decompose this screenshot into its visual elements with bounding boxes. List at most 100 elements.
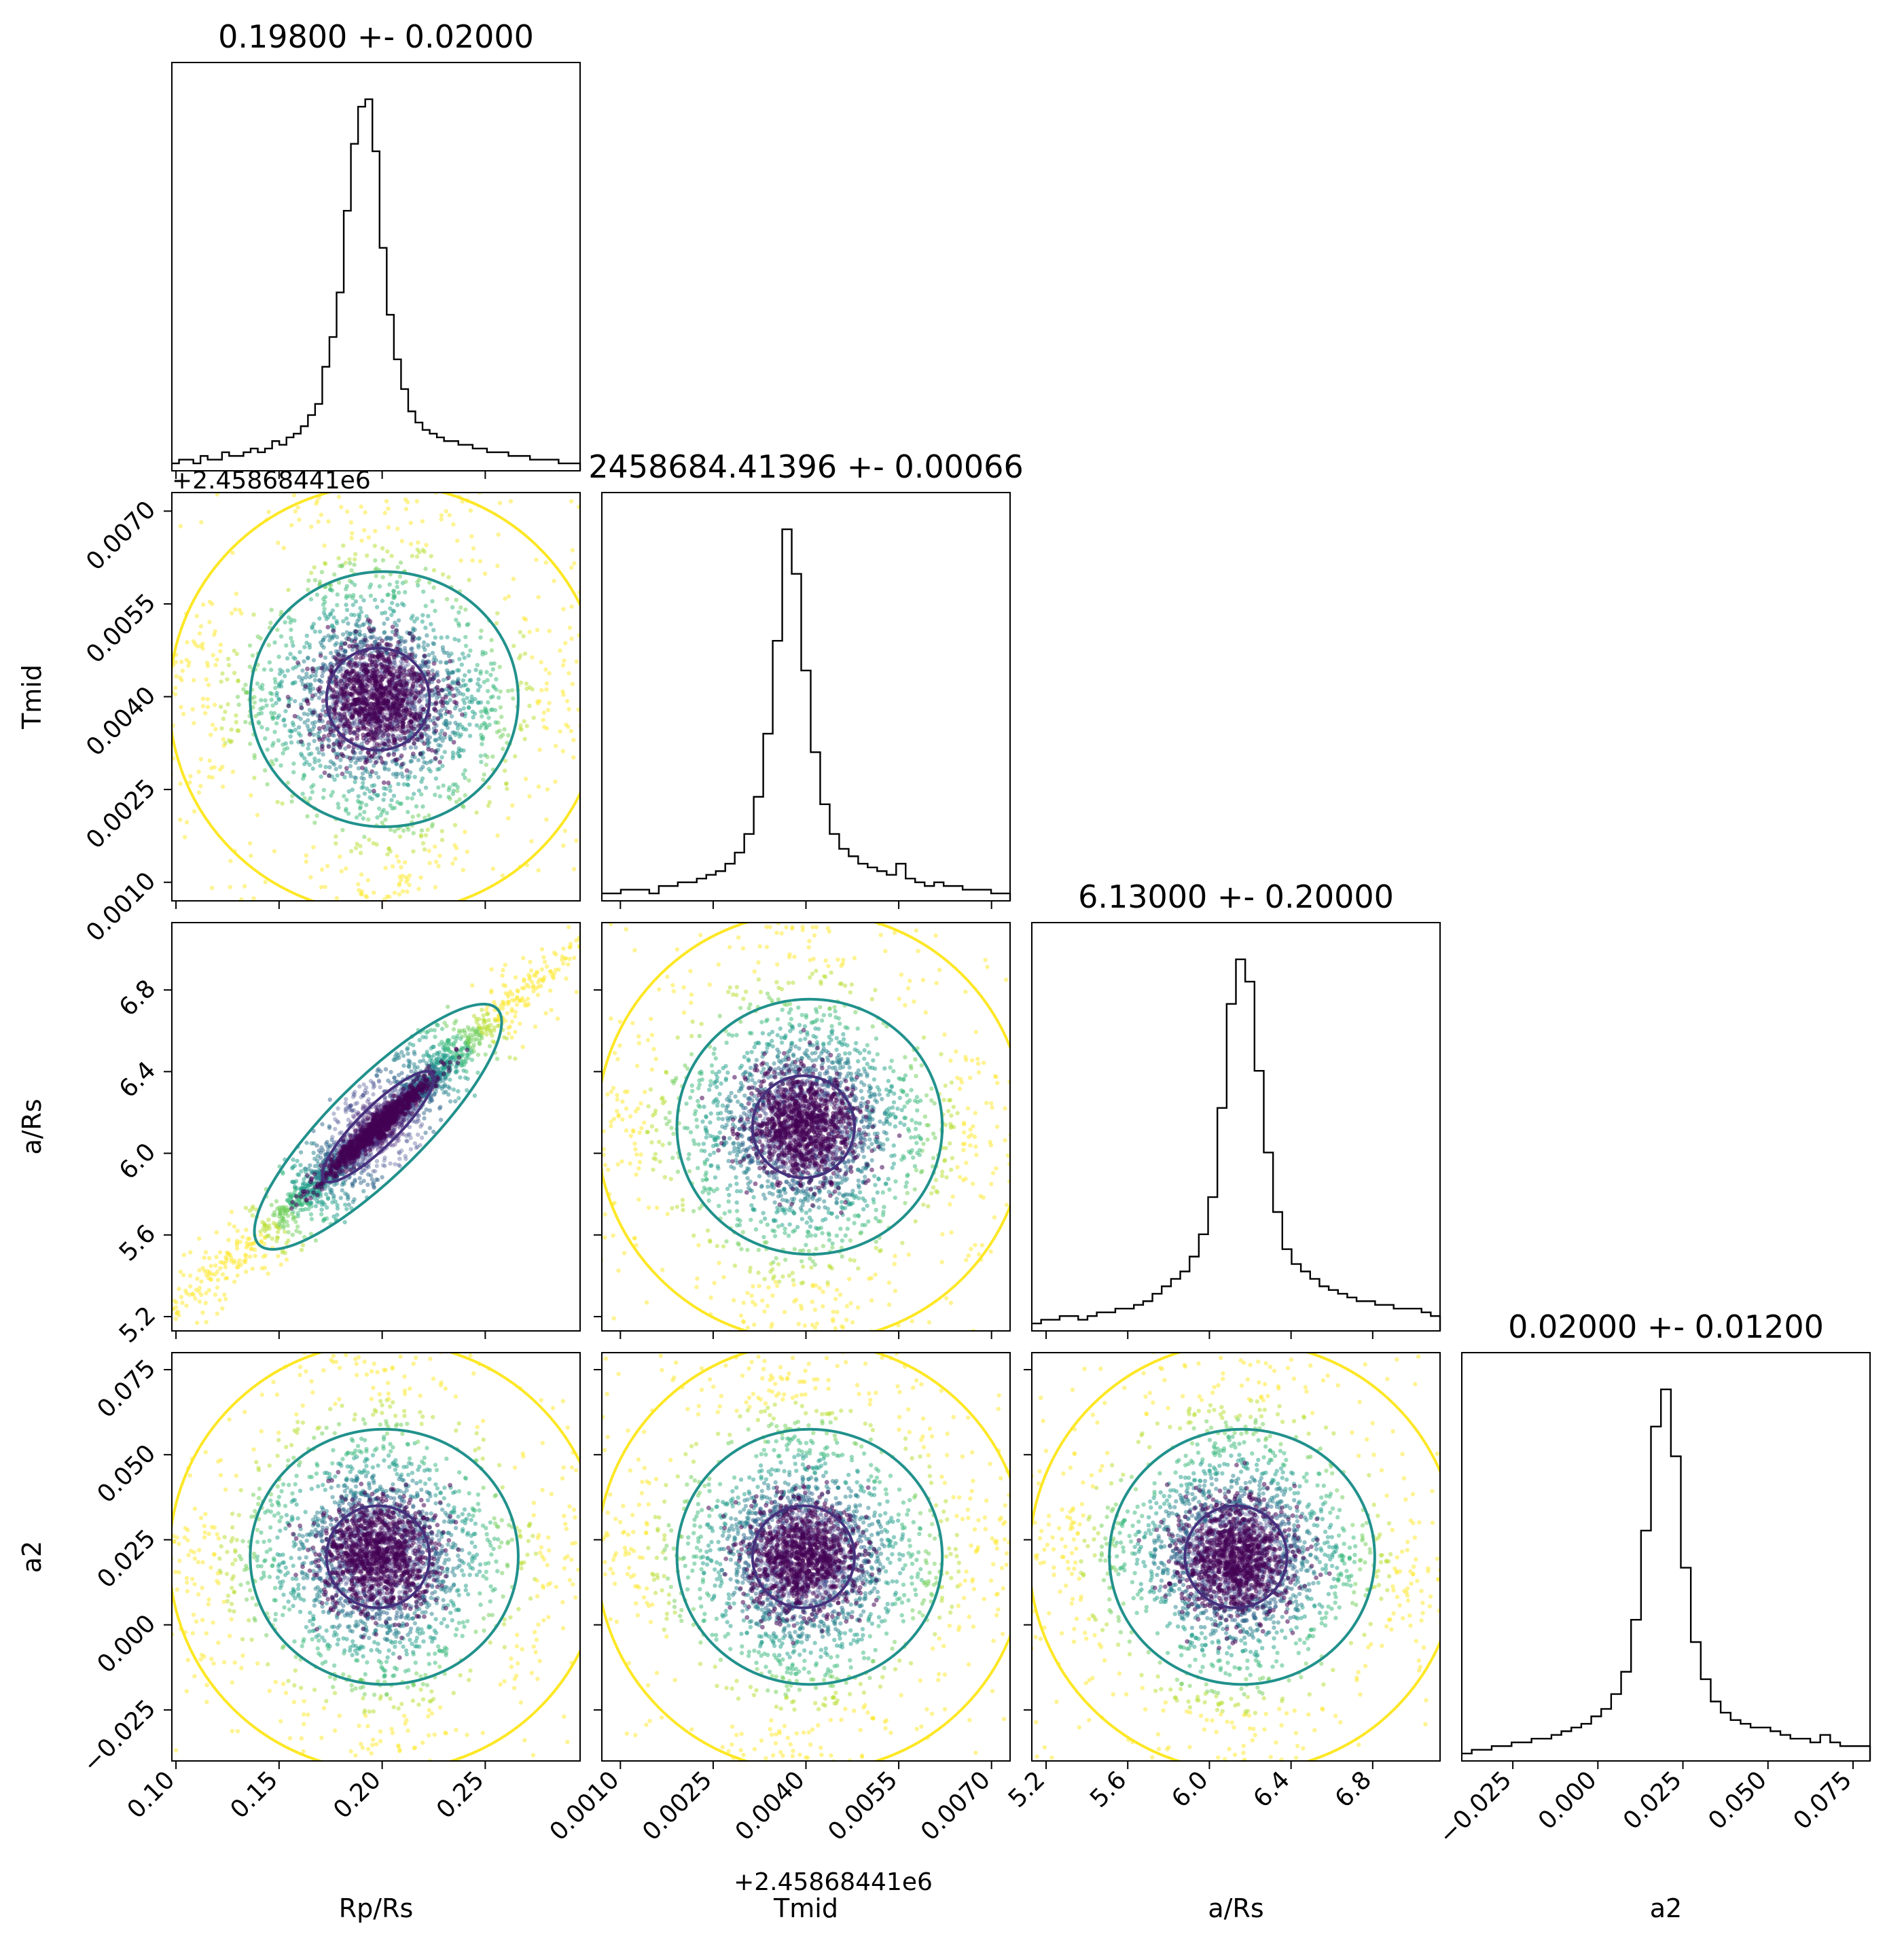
- scatter-point: [448, 658, 452, 664]
- scatter-point: [324, 1205, 329, 1210]
- scatter-point: [401, 782, 406, 787]
- scatter-point: [393, 632, 398, 637]
- scatter-point: [597, 658, 601, 662]
- scatter-point: [435, 685, 440, 690]
- scatter-point: [458, 1075, 463, 1080]
- scatter-point: [221, 737, 226, 742]
- scatter-point: [426, 664, 431, 669]
- scatter-point: [438, 1105, 443, 1109]
- scatter-point: [387, 1094, 393, 1099]
- scatter-point: [623, 719, 627, 723]
- scatter-point: [378, 694, 382, 699]
- scatter-point: [190, 707, 195, 712]
- scatter-point: [308, 571, 314, 575]
- scatter-point: [289, 729, 293, 734]
- scatter-point: [591, 742, 595, 746]
- scatter-point: [307, 732, 312, 737]
- scatter-point: [543, 667, 548, 672]
- scatter-point: [358, 656, 363, 661]
- scatter-point: [510, 992, 515, 997]
- scatter-point: [285, 746, 290, 751]
- scatter-point: [396, 859, 401, 864]
- scatter-point: [368, 735, 374, 740]
- scatter-point: [327, 925, 331, 929]
- scatter-point: [317, 685, 323, 690]
- scatter-point: [192, 678, 196, 683]
- scatter-point: [503, 983, 508, 988]
- scatter-panel-rp-ars: 5.25.66.06.46.8: [114, 901, 619, 1349]
- scatter-point: [371, 1092, 376, 1097]
- scatter-point: [293, 509, 298, 514]
- scatter-point: [298, 717, 303, 721]
- scatter-point: [361, 662, 367, 667]
- scatter-point: [357, 632, 362, 637]
- scatter-point: [344, 1106, 348, 1111]
- scatter-point: [458, 691, 463, 696]
- scatter-point: [444, 660, 448, 665]
- scatter-point: [376, 1141, 380, 1146]
- scatter-point: [341, 666, 346, 671]
- scatter-point: [213, 662, 218, 668]
- scatter-point: [497, 501, 503, 505]
- scatter-point: [464, 1069, 469, 1074]
- scatter-point: [497, 728, 502, 733]
- scatter-point: [352, 730, 357, 735]
- scatter-point: [215, 1285, 220, 1290]
- scatter-point: [439, 755, 444, 760]
- scatter-point: [376, 774, 381, 780]
- scatter-point: [384, 949, 389, 953]
- scatter-point: [359, 538, 364, 544]
- scatter-point: [315, 592, 320, 597]
- scatter-point: [349, 568, 354, 573]
- scatter-point: [420, 804, 425, 809]
- scatter-point: [184, 1342, 188, 1347]
- scatter-point: [434, 929, 438, 933]
- scatter-point: [484, 711, 490, 715]
- scatter-point: [527, 975, 533, 980]
- scatter-point: [386, 524, 391, 530]
- scatter-point: [401, 1120, 406, 1124]
- scatter-point: [587, 916, 591, 920]
- scatter-point: [276, 654, 281, 659]
- scatter-point: [340, 753, 346, 759]
- scatter-point: [606, 938, 610, 942]
- scatter-point: [469, 697, 474, 702]
- scatter-point: [363, 671, 369, 676]
- scatter-point: [182, 835, 187, 840]
- scatter-point: [355, 623, 359, 628]
- scatter-point: [388, 652, 393, 657]
- scatter-point: [622, 632, 626, 636]
- scatter-point: [399, 1120, 404, 1125]
- scatter-point: [340, 1188, 344, 1193]
- scatter-point: [276, 1253, 281, 1259]
- scatter-point: [291, 643, 295, 648]
- scatter-point: [399, 733, 403, 738]
- scatter-point: [393, 740, 398, 745]
- scatter-point: [371, 654, 376, 659]
- scatter-point: [380, 809, 384, 815]
- scatter-point: [497, 664, 502, 669]
- scatter-point: [487, 1044, 492, 1049]
- scatter-point: [173, 1317, 179, 1321]
- scatter-point: [460, 1063, 465, 1067]
- scatter-point: [334, 718, 338, 724]
- scatter-point: [346, 637, 351, 642]
- scatter-point: [592, 929, 596, 933]
- scatter-point: [210, 775, 215, 780]
- scatter-point: [368, 705, 373, 710]
- scatter-point: [350, 1108, 355, 1113]
- histogram-rp: [172, 98, 581, 471]
- scatter-point: [615, 901, 619, 905]
- scatter-point: [384, 786, 389, 791]
- scatter-point: [383, 685, 389, 691]
- scatter-point: [521, 634, 526, 639]
- scatter-point: [334, 766, 338, 772]
- scatter-point: [441, 677, 446, 683]
- scatter-point: [379, 671, 384, 675]
- scatter-point: [441, 783, 446, 788]
- hist-title-a2: 0.02000 +- 0.01200: [1508, 1308, 1824, 1345]
- scatter-point: [552, 578, 556, 584]
- scatter-point: [389, 554, 394, 558]
- scatter-point: [356, 698, 361, 703]
